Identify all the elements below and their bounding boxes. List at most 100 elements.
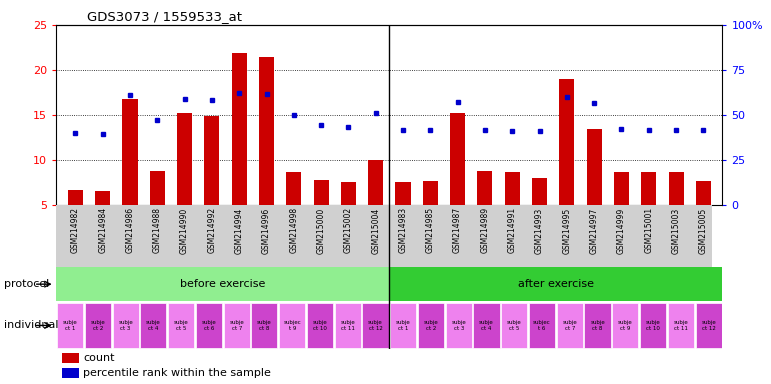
Text: subje
ct 3: subje ct 3 xyxy=(451,320,466,331)
Bar xyxy=(56,267,389,301)
Text: subje
ct 8: subje ct 8 xyxy=(590,320,605,331)
Bar xyxy=(584,303,611,348)
Bar xyxy=(505,172,520,205)
Text: subje
ct 12: subje ct 12 xyxy=(368,320,383,331)
Bar xyxy=(668,172,684,205)
Text: GSM214986: GSM214986 xyxy=(126,207,134,253)
Bar xyxy=(695,303,722,348)
Text: subje
ct 5: subje ct 5 xyxy=(173,320,189,331)
Bar xyxy=(529,303,555,348)
Text: subje
ct 7: subje ct 7 xyxy=(562,320,577,331)
Text: count: count xyxy=(83,353,115,363)
Text: GSM214988: GSM214988 xyxy=(153,207,162,253)
Text: GSM214995: GSM214995 xyxy=(562,207,571,253)
Text: GSM214990: GSM214990 xyxy=(180,207,189,253)
Bar xyxy=(396,182,410,205)
Bar xyxy=(204,116,220,205)
Bar xyxy=(279,303,305,348)
Bar xyxy=(362,303,389,348)
Bar xyxy=(640,303,666,348)
Bar xyxy=(232,53,247,205)
Text: GSM214989: GSM214989 xyxy=(480,207,490,253)
Bar xyxy=(614,172,629,205)
Text: subjec
t 9: subjec t 9 xyxy=(283,320,301,331)
Bar xyxy=(477,171,493,205)
Text: subje
ct 5: subje ct 5 xyxy=(507,320,522,331)
Text: percentile rank within the sample: percentile rank within the sample xyxy=(83,368,271,378)
Text: protocol: protocol xyxy=(4,279,49,289)
Text: GDS3073 / 1559533_at: GDS3073 / 1559533_at xyxy=(87,10,242,23)
Bar xyxy=(473,303,500,348)
Text: GSM215001: GSM215001 xyxy=(645,207,653,253)
Text: subje
ct 3: subje ct 3 xyxy=(118,320,133,331)
Text: GSM214997: GSM214997 xyxy=(590,207,598,253)
Text: subje
ct 4: subje ct 4 xyxy=(479,320,494,331)
Text: subje
ct 1: subje ct 1 xyxy=(62,320,78,331)
Text: GSM215002: GSM215002 xyxy=(344,207,353,253)
Bar xyxy=(612,303,638,348)
Text: subje
ct 7: subje ct 7 xyxy=(229,320,244,331)
Text: subje
ct 4: subje ct 4 xyxy=(146,320,161,331)
Text: GSM214984: GSM214984 xyxy=(98,207,107,253)
Text: subje
ct 11: subje ct 11 xyxy=(340,320,355,331)
Text: subje
ct 10: subje ct 10 xyxy=(312,320,328,331)
Text: GSM214998: GSM214998 xyxy=(289,207,298,253)
Bar xyxy=(641,172,656,205)
Text: subjec
t 6: subjec t 6 xyxy=(533,320,551,331)
Bar xyxy=(85,303,111,348)
Text: GSM214999: GSM214999 xyxy=(617,207,626,253)
Bar xyxy=(341,182,356,205)
Bar xyxy=(177,113,192,205)
Bar xyxy=(389,267,722,301)
Bar xyxy=(335,303,361,348)
Bar xyxy=(446,303,472,348)
Text: GSM215004: GSM215004 xyxy=(371,207,380,253)
Text: subje
ct 12: subje ct 12 xyxy=(701,320,716,331)
Bar xyxy=(668,303,694,348)
Bar xyxy=(557,303,583,348)
Text: GSM215000: GSM215000 xyxy=(317,207,325,253)
Text: GSM214987: GSM214987 xyxy=(453,207,462,253)
Text: GSM214994: GSM214994 xyxy=(234,207,244,253)
Bar xyxy=(587,129,601,205)
Bar xyxy=(259,58,274,205)
Text: subje
ct 9: subje ct 9 xyxy=(618,320,633,331)
Text: subje
ct 8: subje ct 8 xyxy=(257,320,272,331)
Text: GSM215005: GSM215005 xyxy=(699,207,708,253)
Text: GSM214985: GSM214985 xyxy=(426,207,435,253)
Text: subje
ct 1: subje ct 1 xyxy=(396,320,411,331)
Bar xyxy=(224,303,250,348)
Text: subje
ct 11: subje ct 11 xyxy=(673,320,689,331)
Text: subje
ct 10: subje ct 10 xyxy=(645,320,661,331)
Text: GSM214982: GSM214982 xyxy=(71,207,80,253)
Bar xyxy=(168,303,194,348)
Bar xyxy=(62,353,79,362)
Text: GSM214991: GSM214991 xyxy=(508,207,517,253)
Bar xyxy=(314,180,328,205)
Bar xyxy=(501,303,527,348)
Bar xyxy=(95,191,110,205)
Bar xyxy=(251,303,278,348)
Bar xyxy=(113,303,139,348)
Text: subje
ct 6: subje ct 6 xyxy=(201,320,217,331)
Text: GSM214996: GSM214996 xyxy=(262,207,271,253)
Text: after exercise: after exercise xyxy=(518,279,594,289)
Bar xyxy=(532,178,547,205)
Text: GSM215003: GSM215003 xyxy=(672,207,681,253)
Text: individual: individual xyxy=(4,320,59,331)
Bar xyxy=(390,303,416,348)
Bar xyxy=(68,190,83,205)
Bar xyxy=(695,181,711,205)
Bar xyxy=(559,79,574,205)
Bar xyxy=(286,172,301,205)
Bar xyxy=(150,171,165,205)
Text: subje
ct 2: subje ct 2 xyxy=(90,320,106,331)
Bar xyxy=(123,99,137,205)
Text: GSM214993: GSM214993 xyxy=(535,207,544,253)
Bar xyxy=(418,303,444,348)
Bar xyxy=(423,181,438,205)
Bar xyxy=(369,161,383,205)
Bar xyxy=(196,303,222,348)
Bar xyxy=(62,368,79,378)
Bar xyxy=(140,303,167,348)
